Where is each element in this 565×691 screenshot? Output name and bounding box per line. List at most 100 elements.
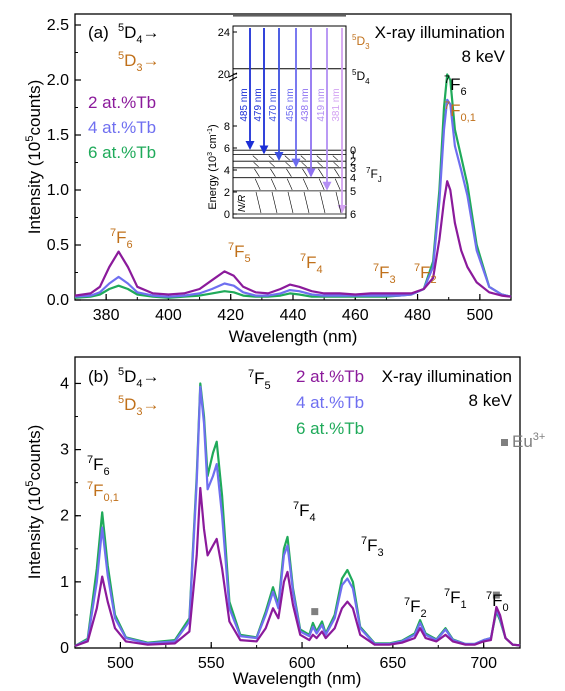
eu-marker xyxy=(311,608,319,616)
series-line-2-at-tb xyxy=(74,180,512,298)
inset-nonradiative-arrows xyxy=(252,155,342,214)
inset-y-label-main: Energy (10 xyxy=(207,156,219,210)
nonradiative-arrow xyxy=(270,168,276,177)
y-tick-label: 2.5 xyxy=(47,17,69,34)
panel-a-peak-7f2: 7F2 xyxy=(414,262,437,286)
panel-b-y-axis-label: Intensity (105counts) xyxy=(24,425,44,579)
panel-a-y-axis-label-end: counts) xyxy=(25,80,44,136)
inset-y-tick-label: 4 xyxy=(224,165,230,177)
nonradiative-arrow xyxy=(269,161,275,168)
panel-b-peak-7f2: 7F2 xyxy=(404,596,427,620)
emission-arrow-label: 479 nm xyxy=(253,88,264,121)
nonradiative-arrow xyxy=(318,178,325,191)
panel-b-x-axis-label: Wavelength (nm) xyxy=(233,669,362,688)
nonradiative-arrow xyxy=(252,155,259,161)
panel-b-legend-4tb: 4 at.%Tb xyxy=(296,393,364,412)
nonradiative-arrow xyxy=(334,178,341,191)
nonradiative-arrow xyxy=(287,191,294,214)
panel-a-5d3-label: 5D3→ xyxy=(118,50,160,74)
panel-b-peak-7f0: 7F0 xyxy=(486,590,509,614)
nonradiative-arrow xyxy=(333,161,339,168)
y-tick-label: 3 xyxy=(60,442,69,459)
x-tick-label: 460 xyxy=(342,307,369,324)
panel-b-peak-7f3: 7F3 xyxy=(361,535,384,559)
panel-b-eu-legend-marker xyxy=(501,439,508,446)
inset-y-label-close: ) xyxy=(207,124,219,128)
nonradiative-arrow xyxy=(335,191,342,214)
panel-b-frame xyxy=(74,356,521,649)
panel-b-peak-7f4: 7F4 xyxy=(293,500,316,524)
panel-b-legend-2tb: 2 at.%Tb xyxy=(296,367,364,386)
inset-arrows: 485 nm 479 nm 470 nm 456 nm 438 nm 419 nm 381 … xyxy=(239,28,347,214)
panel-b-y-axis-label-sup: 5 xyxy=(24,481,36,487)
nonradiative-arrow xyxy=(254,178,261,191)
x-tick-label: 600 xyxy=(289,655,316,672)
panel-a-peak-7f3: 7F3 xyxy=(373,262,396,286)
nonradiative-arrow xyxy=(317,161,323,168)
panel-b-peak-7f1: 7F1 xyxy=(444,587,467,611)
inset-y-tick-label: 8 xyxy=(224,121,230,133)
panel-b: 500 550 600 650 700 0 1 2 3 4 Wavelength (nm) In… xyxy=(24,356,546,688)
panel-a-x-axis-label: Wavelength (nm) xyxy=(229,327,358,346)
panel-a-peak-7f01: 7F0,1 xyxy=(444,100,476,124)
panel-b-5d3-label: 5D3→ xyxy=(118,394,160,418)
inset-7fj-label: 7FJ xyxy=(366,166,382,184)
emission-arrow-label: 456 nm xyxy=(285,88,296,121)
panel-b-peak-7f5: 7F5 xyxy=(248,368,271,392)
panel-a-legend-2tb: 2 at.%Tb xyxy=(88,93,156,112)
inset-y-label-sup: 3 xyxy=(207,152,214,156)
panel-b-eu-legend-text: Eu xyxy=(512,432,533,451)
panel-b-eu-legend-sup: 3+ xyxy=(533,431,546,443)
panel-b-5d4-label: 5D4→ xyxy=(118,366,160,390)
nonradiative-arrow xyxy=(286,168,292,177)
panel-b-eu-markers xyxy=(311,591,500,616)
level-7f-label: 6 xyxy=(350,209,356,221)
y-tick-label: 1 xyxy=(60,574,69,591)
x-tick-label: 500 xyxy=(107,655,134,672)
x-tick-label: 650 xyxy=(380,655,407,672)
nonradiative-arrow xyxy=(253,161,259,168)
emission-arrow-label: 438 nm xyxy=(300,88,311,121)
x-tick-label: 440 xyxy=(280,307,307,324)
panel-a-label: (a) xyxy=(88,23,109,42)
x-tick-label: 550 xyxy=(198,655,225,672)
panel-b-y-axis-label-main: Intensity (10 xyxy=(25,487,44,580)
nonradiative-arrow xyxy=(319,191,326,214)
emission-arrow-label: 470 nm xyxy=(268,88,279,121)
level-7f-label: 4 xyxy=(350,173,356,185)
x-tick-label: 500 xyxy=(467,307,494,324)
nonradiative-arrow xyxy=(255,191,262,214)
nonradiative-arrow xyxy=(316,155,323,161)
inset-y-label-sup2: -1 xyxy=(207,128,214,134)
nonradiative-arrow xyxy=(303,191,310,214)
series-line-6-at-tb xyxy=(74,73,512,299)
inset-y-axis-label: Energy (103 cm-1) xyxy=(207,124,219,209)
panel-a-y-ticks: 0.0 0.5 1.0 1.5 2.0 2.5 xyxy=(47,17,81,309)
panel-b-legend-6tb: 6 at.%Tb xyxy=(296,419,364,438)
x-tick-label: 420 xyxy=(217,307,244,324)
inset-y-tick-label: 20 xyxy=(218,69,230,81)
nonradiative-arrow xyxy=(254,168,260,177)
level-7f-label: 5 xyxy=(350,186,356,198)
panel-b-label: (b) xyxy=(88,367,109,386)
eu-marker xyxy=(492,591,500,599)
nonradiative-arrow xyxy=(318,168,324,177)
panel-a-energy-label: 8 keV xyxy=(462,47,506,66)
y-tick-label: 2 xyxy=(60,508,69,525)
series-line-2-at-tb xyxy=(74,486,521,648)
panel-a-y-axis-label-main: Intensity (10 xyxy=(25,142,44,235)
inset-y-label-end: cm xyxy=(207,134,219,152)
panel-b-illumination-label: X-ray illumination xyxy=(382,367,512,386)
inset-y-tick-label: 6 xyxy=(224,143,230,155)
level-7f-label: 0 xyxy=(350,145,356,157)
emission-arrow-label: 419 nm xyxy=(316,88,327,121)
panel-a-y-axis-label-sup: 5 xyxy=(24,136,36,142)
level-7f-label: 1 xyxy=(350,150,356,162)
inset-y-tick-label: 2 xyxy=(224,187,230,199)
y-tick-label: 0.5 xyxy=(47,237,69,254)
panel-a-peak-7f6: 7F6 xyxy=(110,227,133,251)
inset-5d3-label: 5D3 xyxy=(352,33,370,51)
nonradiative-arrow xyxy=(302,178,309,191)
